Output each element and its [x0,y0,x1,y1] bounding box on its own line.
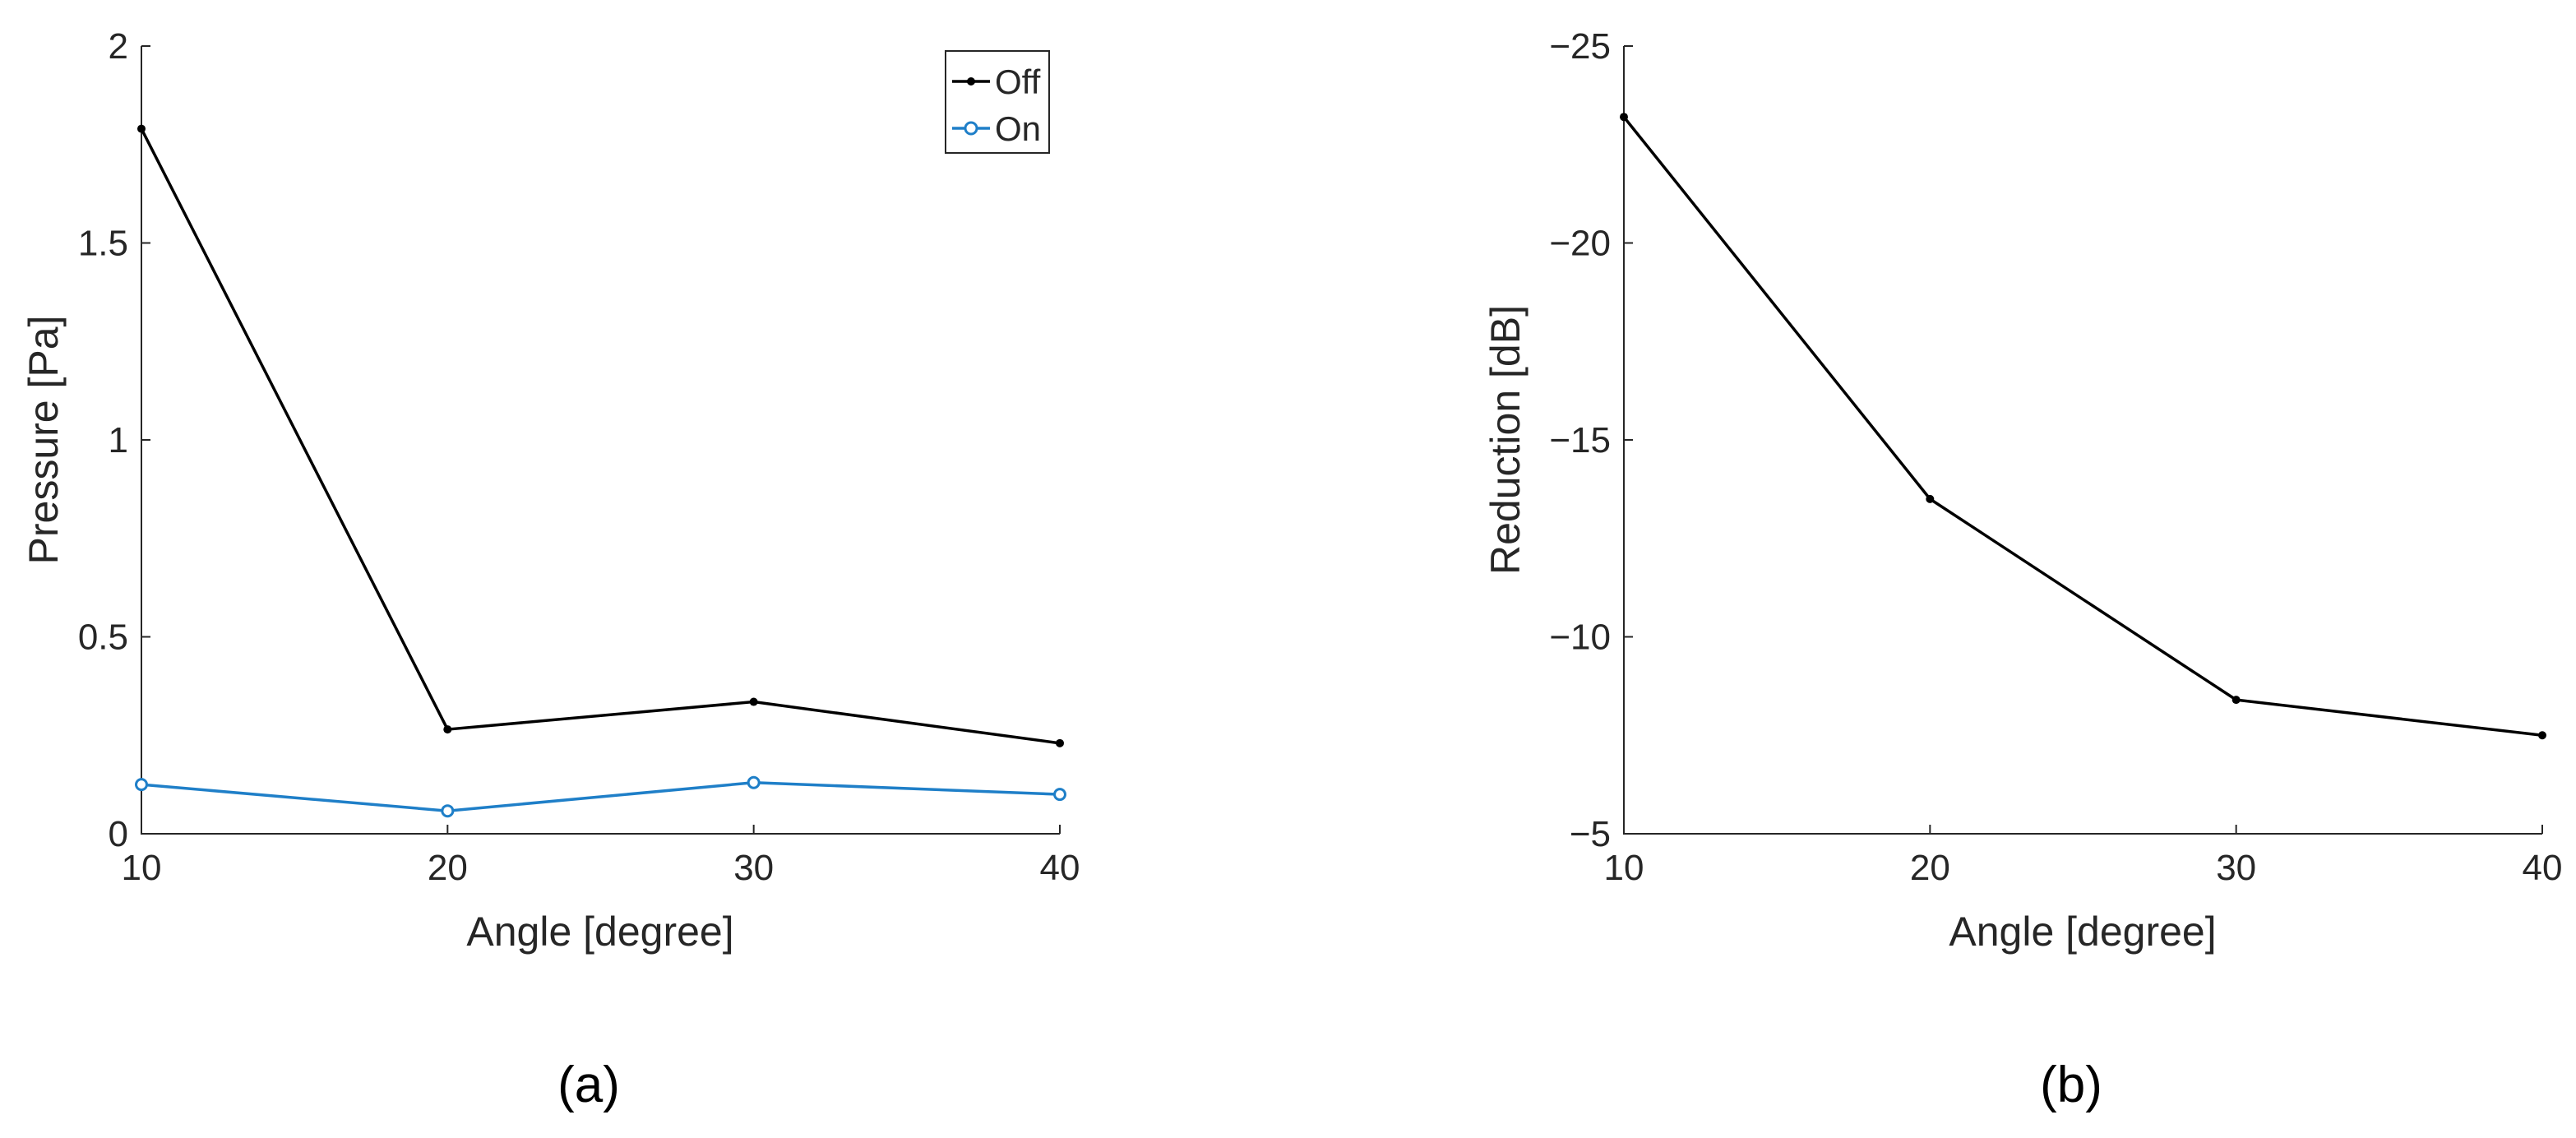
panel-b-x-axis-title: Angle [degree] [1949,909,2216,955]
panel-a-series [135,124,1066,818]
legend-box [945,50,1050,154]
panel-a-ticks [141,45,1061,835]
panel-b-y-tick-labels: −25 −20 −15 −10 −5 [1549,26,1611,854]
panel-a-y-tick-label: 1.5 [78,224,128,264]
panel-a-x-axis-title: Angle [degree] [466,909,733,955]
panel-a-y-tick-label: 0 [109,814,128,854]
panel-a-data-point [749,697,758,706]
panel-b-data-point [2231,696,2241,705]
panel-a-data-point [443,725,452,734]
panel-a-caption: (a) [557,1057,620,1113]
panel-b-series [1620,113,2546,740]
panel-b-data-point [1926,494,1935,503]
panel-b-y-axis-title: Reduction [dB] [1482,305,1528,575]
panel-b-data-point [1620,113,1628,122]
panel-b-caption: (b) [2040,1057,2102,1113]
panel-b-y-tick-label: −5 [1570,814,1611,854]
panel-b-y-tick-label: −15 [1549,420,1611,460]
panel-a-y-tick-labels: 0 0.5 1 1.5 2 [78,26,128,854]
panel-b-x-tick-label: 20 [1910,848,1950,888]
legend-marker-on [964,121,978,136]
panel-a-x-tick-label: 20 [428,848,468,888]
panel-a-y-axis-title: Pressure [Pa] [21,316,67,565]
panel-b-x-tick-label: 30 [2216,848,2256,888]
panel-b-x-tick-labels: 10 20 30 40 [1604,848,2563,888]
panel-a-y-tick-label: 0.5 [78,618,128,658]
panel-b-ticks [1623,45,2543,835]
panel-b-axes [1623,46,2542,835]
panel-a-data-point [747,775,761,789]
panel-b-data-point [2538,731,2546,740]
panel-a-x-tick-labels: 10 20 30 40 [122,848,1080,888]
panel-a-data-point [441,804,455,818]
legend-label-on: On [995,109,1041,148]
panel-a-y-tick-label: 1 [109,420,128,460]
panel-b-y-tick-label: −20 [1549,224,1611,264]
panel-a-series-line-1 [141,780,1061,812]
panel-a-data-point [137,124,146,133]
panel-b-x-tick-label: 10 [1604,848,1644,888]
legend: Off On [945,50,1050,154]
panel-b-y-tick-label: −10 [1549,618,1611,658]
panel-a-data-point [1053,788,1066,802]
legend-label-off: Off [995,62,1041,101]
panel-a-x-tick-label: 10 [122,848,162,888]
panel-b-series-line-0 [1622,116,2543,737]
panel-a-y-tick-label: 2 [109,26,128,67]
panel-a-x-tick-label: 40 [1040,848,1080,888]
legend-marker-off [967,77,975,86]
panel-a-x-tick-label: 30 [733,848,774,888]
panel-b-x-tick-label: 40 [2523,848,2563,888]
panel-b-y-tick-label: −25 [1549,26,1611,67]
panel-a-data-point [135,778,148,792]
panel-a-series-line-0 [140,127,1061,745]
panel-a: 10 20 30 40 0 0.5 1 1.5 2 Angle [degree] Pressu… [21,26,1080,1113]
panel-b: 10 20 30 40 −25 −20 −15 −10 −5 Angle [degree] R… [1482,26,2562,1113]
panel-a-data-point [1056,738,1064,747]
